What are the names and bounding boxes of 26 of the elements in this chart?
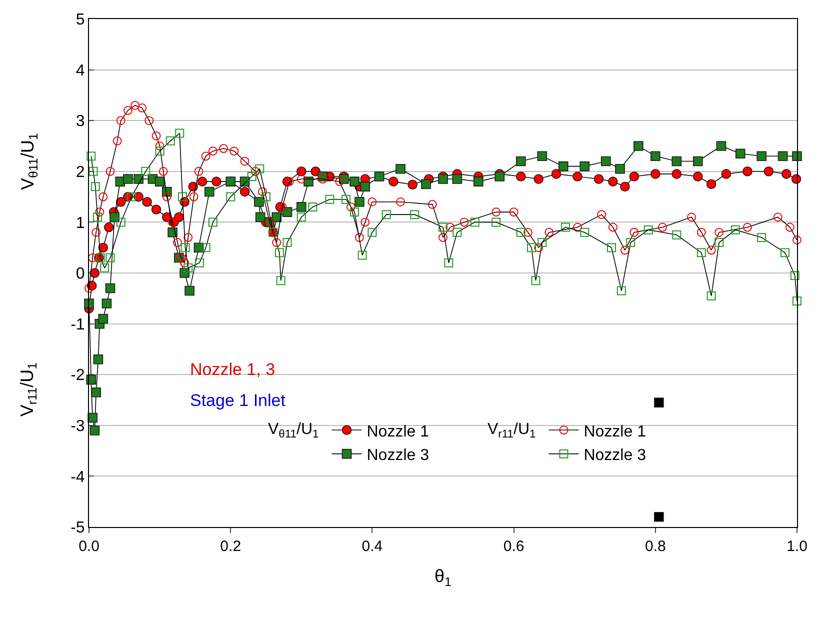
y-tick-label: -1 bbox=[70, 316, 85, 334]
x-tick-label: 0.8 bbox=[644, 538, 666, 555]
annotation: V$_{r11}$/U$_{1}$ bbox=[487, 420, 536, 440]
annotation: Stage 1 Inlet bbox=[190, 391, 286, 410]
y-tick-label: -2 bbox=[70, 367, 85, 384]
legend-label: Nozzle 1 bbox=[366, 423, 430, 440]
y-tick-label: 0 bbox=[76, 266, 85, 283]
y-tick-label: -4 bbox=[70, 468, 85, 486]
y-tick-label: 4 bbox=[76, 62, 85, 80]
annotation: Nozzle 1, 3 bbox=[190, 360, 276, 379]
x-axis-title: θ$_{1}$ bbox=[434, 566, 452, 589]
y-tick-label: 3 bbox=[76, 113, 85, 130]
x-tick-label: 1.0 bbox=[786, 538, 808, 555]
y-axis-title: V$_{θ11}$/U$_{1}$ bbox=[268, 420, 319, 440]
legend-label: Nozzle 3 bbox=[366, 447, 430, 464]
y-tick-label: 1 bbox=[76, 214, 85, 232]
x-tick-label: 0.6 bbox=[503, 538, 524, 555]
x-tick-label: 0.0 bbox=[78, 538, 100, 555]
x-tick-label: 0.2 bbox=[220, 538, 242, 555]
y-tick-label: -5 bbox=[70, 520, 85, 537]
legend-label: Nozzle 1 bbox=[584, 423, 646, 440]
y-tick-label: -3 bbox=[70, 418, 85, 435]
y-tick-label: 2 bbox=[76, 164, 85, 181]
legend-label: Nozzle 3 bbox=[584, 447, 646, 464]
x-tick-label: 0.4 bbox=[362, 538, 383, 555]
y-tick-label: 5 bbox=[76, 12, 85, 29]
